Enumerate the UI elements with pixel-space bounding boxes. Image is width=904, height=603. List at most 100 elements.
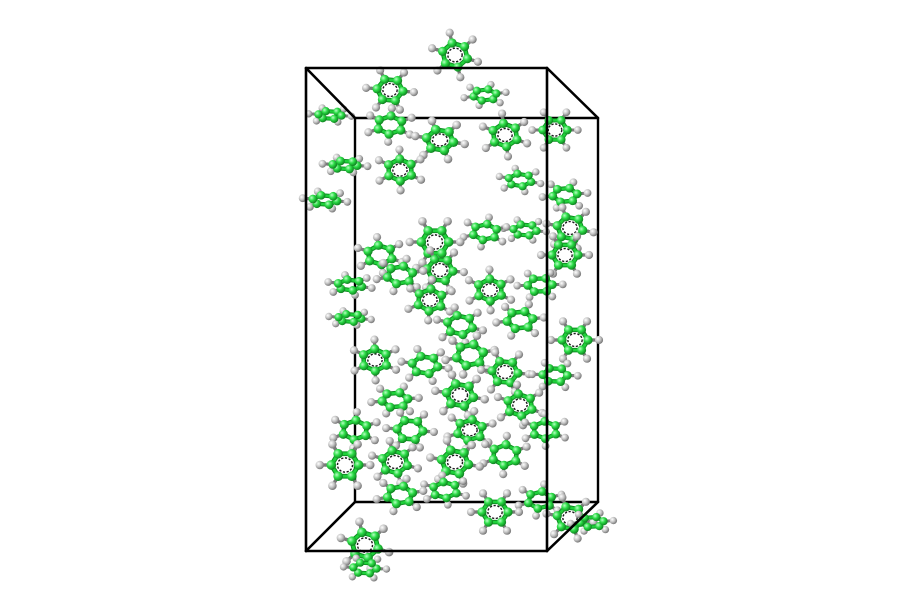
carbon-atom [556, 135, 566, 144]
hydrogen-atom [339, 563, 348, 571]
carbon-atom [557, 364, 567, 374]
aromatic-ring [431, 133, 449, 147]
carbon-atom [387, 254, 397, 264]
carbon-atom [380, 74, 390, 84]
carbon-atom [424, 306, 434, 316]
benzene-molecule [325, 307, 375, 329]
hydrogen-atom [332, 319, 340, 328]
carbon-atom [439, 477, 448, 487]
carbon-atom [532, 226, 541, 236]
benzene-molecule [443, 406, 497, 454]
carbon-atom [423, 225, 434, 236]
carbon-atom [488, 454, 498, 465]
hydrogen-atom [447, 413, 456, 422]
carbon-atom [510, 123, 520, 133]
carbon-atom [455, 418, 465, 428]
hydrogen-atom [371, 376, 380, 385]
hydrogen-atom [389, 287, 398, 296]
carbon-atom [583, 522, 592, 532]
carbon-atom [393, 468, 403, 479]
carbon-atom [583, 335, 593, 345]
carbon-atom [395, 154, 405, 164]
hydrogen-atom [324, 278, 333, 286]
carbon-atom [448, 137, 459, 147]
carbon-atom [334, 313, 343, 322]
hydrogen-atom [523, 269, 532, 278]
carbon-atom [406, 159, 416, 169]
hydrogen-atom [395, 145, 404, 154]
carbon-atom [436, 454, 447, 465]
benzene-molecule [538, 178, 592, 212]
carbon-atom [406, 170, 417, 180]
hydrogen-atom [375, 384, 385, 393]
carbon-atom [436, 225, 447, 236]
carbon-atom [413, 300, 423, 310]
carbon-atom [490, 137, 500, 147]
hydrogen-atom [387, 104, 396, 113]
hydrogen-atom [362, 83, 371, 92]
carbon-atom [504, 173, 513, 183]
benzene-molecule [425, 436, 485, 488]
hydrogen-atom [329, 433, 338, 442]
hydrogen-atom [536, 179, 545, 188]
hydrogen-atom [502, 431, 511, 440]
carbon-atom [477, 96, 486, 105]
hydrogen-atom [507, 331, 516, 340]
hydrogen-atom [478, 489, 488, 498]
hydrogen-atom [412, 502, 421, 512]
carbon-atom [467, 323, 478, 333]
aromatic-ring [382, 82, 398, 98]
hydrogen-atom [459, 477, 468, 485]
hydrogen-atom [372, 418, 381, 427]
carbon-atom [552, 221, 562, 231]
carbon-atom [342, 309, 351, 319]
carbon-atom [492, 376, 503, 387]
carbon-atom [525, 393, 535, 403]
hydrogen-atom [405, 373, 414, 382]
aromatic-ring [447, 47, 463, 63]
carbon-atom [492, 89, 501, 98]
carbon-atom [496, 290, 507, 300]
carbon-atom [551, 421, 560, 430]
hydrogen-atom [503, 152, 513, 161]
benzene-molecule [364, 104, 416, 146]
hydrogen-atom [520, 117, 529, 127]
hydrogen-atom [561, 433, 569, 442]
aromatic-ring [422, 293, 438, 307]
hydrogen-atom [546, 268, 555, 277]
carbon-atom [429, 353, 439, 363]
carbon-atom [468, 339, 479, 350]
benzene-molecule [367, 436, 423, 488]
hydrogen-atom [512, 380, 522, 389]
aromatic-ring [446, 454, 464, 470]
hydrogen-atom [550, 530, 559, 539]
carbon-atom [348, 286, 358, 295]
hydrogen-atom [480, 394, 490, 404]
carbon-atom [512, 134, 522, 145]
hydrogen-atom [402, 474, 411, 483]
carbon-atom [450, 480, 460, 490]
hydrogen-atom [419, 486, 428, 495]
hydrogen-atom [379, 258, 388, 268]
hydrogen-atom [318, 159, 327, 168]
carbon-atom [353, 460, 364, 470]
carbon-atom [437, 290, 447, 300]
carbon-atom [342, 275, 352, 284]
hydrogen-atom [443, 154, 453, 164]
hydrogen-atom [422, 495, 431, 503]
carbon-atom [478, 235, 488, 245]
carbon-atom [520, 306, 530, 317]
carbon-atom [513, 169, 522, 178]
hydrogen-atom [352, 407, 361, 417]
benzene-molecule [492, 300, 548, 340]
hydrogen-atom [514, 507, 524, 517]
carbon-atom [381, 349, 391, 359]
carbon-atom [507, 180, 516, 189]
carbon-atom [511, 456, 521, 466]
cell-edge [304, 500, 357, 553]
hydrogen-atom [379, 524, 388, 534]
hydrogen-atom [499, 470, 508, 479]
hydrogen-atom [528, 370, 537, 379]
hydrogen-atom [518, 485, 527, 494]
carbon-atom [492, 224, 501, 234]
